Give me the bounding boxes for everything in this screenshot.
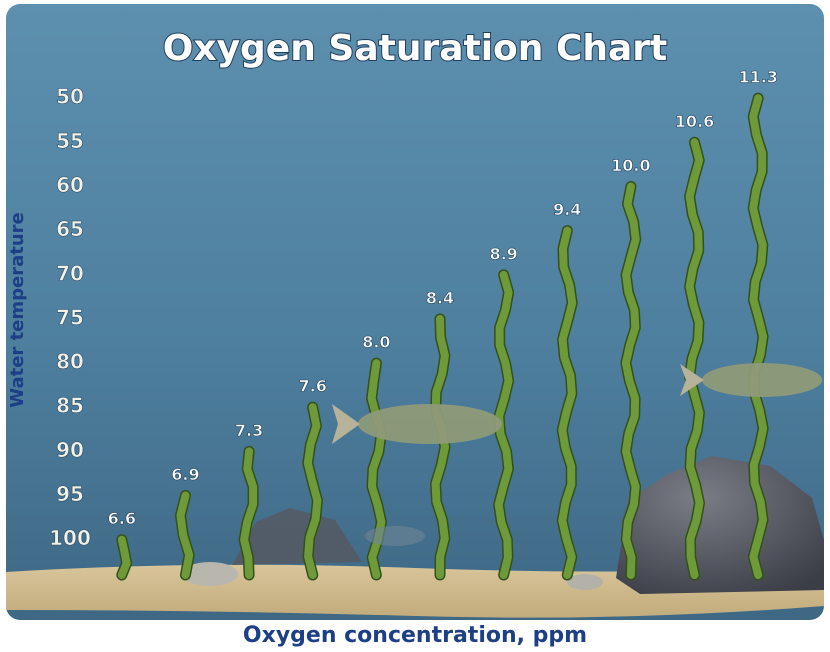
value-label: 7.3: [235, 421, 263, 440]
pebble: [182, 562, 238, 586]
value-label: 6.9: [171, 465, 199, 484]
seaweed: [431, 314, 449, 579]
value-label: 8.9: [489, 244, 517, 263]
value-label: 11.3: [738, 68, 777, 87]
y-tick-label: 95: [56, 482, 84, 506]
seaweed: [749, 94, 768, 579]
seaweed: [176, 491, 194, 579]
seaweed: [240, 447, 258, 579]
y-tick-label: 75: [56, 305, 84, 329]
y-tick-label: 100: [49, 526, 91, 550]
fish: [332, 363, 822, 546]
seaweed: [303, 403, 322, 579]
y-tick-label: 70: [56, 261, 84, 285]
rock: [232, 508, 362, 565]
y-tick-label: 85: [56, 394, 84, 418]
value-label: 8.4: [426, 288, 454, 307]
rock: [616, 456, 824, 594]
x-axis-title: Oxygen concentration, ppm: [243, 623, 587, 648]
y-tick-label: 65: [56, 217, 84, 241]
y-tick-label: 60: [56, 173, 84, 197]
value-label: 8.0: [362, 333, 390, 352]
water-background: [6, 4, 824, 620]
y-axis-title: Water temperature: [7, 212, 28, 408]
y-tick-label: 90: [56, 438, 84, 462]
value-label: 10.0: [611, 156, 650, 175]
pebble: [567, 574, 603, 590]
y-tick-label: 80: [56, 350, 84, 374]
value-label: 10.6: [675, 112, 714, 131]
value-label: 6.6: [108, 509, 136, 528]
value-label: 9.4: [553, 200, 581, 219]
seaweed: [685, 138, 704, 579]
seaweed: [621, 182, 640, 579]
chart-title: Oxygen Saturation Chart: [163, 28, 668, 69]
plot-area: [116, 92, 769, 581]
seaweed: [558, 226, 577, 579]
y-tick-label: 55: [56, 129, 84, 153]
y-tick-label: 50: [56, 85, 84, 109]
seaweed: [117, 535, 131, 579]
value-label: 7.6: [299, 377, 327, 396]
